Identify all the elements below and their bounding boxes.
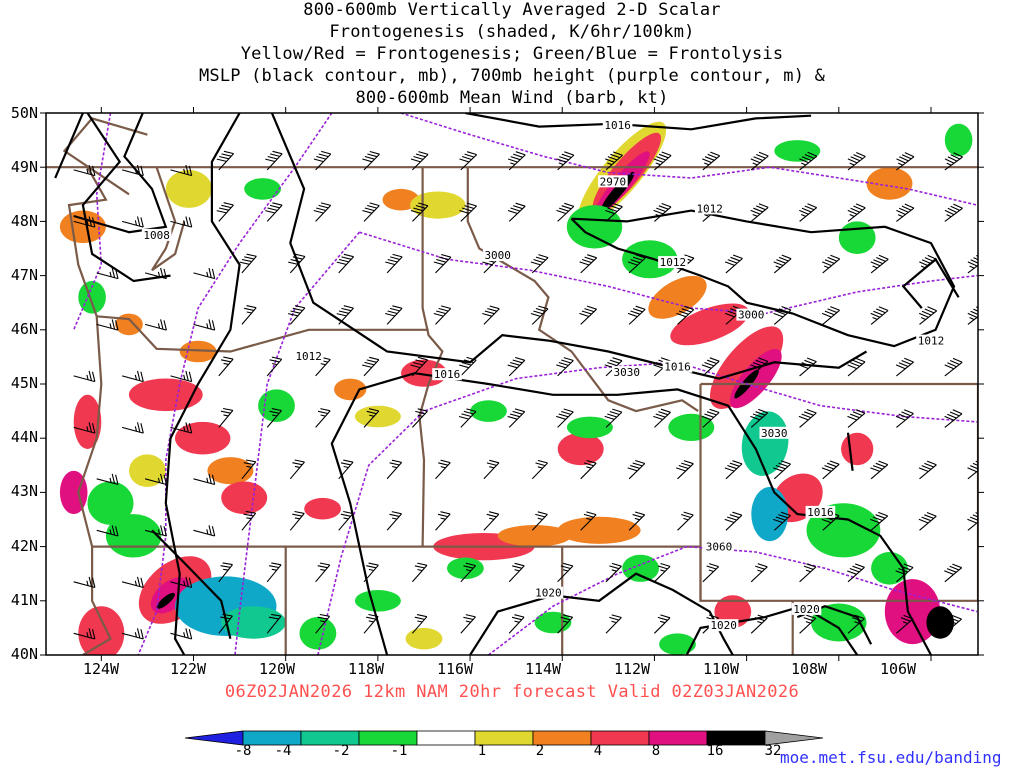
lon-label: 112W <box>613 660 651 678</box>
lon-label: 106W <box>879 660 917 678</box>
svg-text:3060: 3060 <box>706 541 733 554</box>
svg-text:1016: 1016 <box>434 368 461 381</box>
colorbar-label: 8 <box>651 743 661 759</box>
colorbar-label: 2 <box>535 743 545 759</box>
lon-label: 118W <box>347 660 385 678</box>
colorbar-label: -1 <box>390 743 408 759</box>
colorbar-label: -2 <box>332 743 350 759</box>
lon-label: 108W <box>790 660 828 678</box>
title-line-4: MSLP (black contour, mb), 700mb height (… <box>198 66 826 86</box>
title-line-3: Yellow/Red = Frontogenesis; Green/Blue =… <box>240 44 784 64</box>
wind-barbs <box>73 150 978 640</box>
axis-ticks <box>40 107 984 661</box>
title-line-1: 800-600mb Vertically Averaged 2-D Scalar <box>303 0 721 20</box>
colorbar-label: 4 <box>593 743 603 759</box>
lat-label: 50N <box>10 104 38 122</box>
colorbar-label: 1 <box>477 743 487 759</box>
svg-text:3000: 3000 <box>738 309 765 322</box>
colorbar-label: 16 <box>706 743 724 759</box>
lat-label: 45N <box>10 374 38 392</box>
svg-text:1020: 1020 <box>535 587 562 600</box>
colorbar-label: -4 <box>274 743 292 759</box>
lon-label: 124W <box>82 660 120 678</box>
svg-text:1012: 1012 <box>660 256 687 269</box>
svg-text:3030: 3030 <box>761 427 788 440</box>
svg-text:1016: 1016 <box>664 361 691 374</box>
lat-label: 47N <box>10 266 38 284</box>
lon-label: 114W <box>524 660 562 678</box>
svg-text:1020: 1020 <box>710 619 737 632</box>
svg-text:1012: 1012 <box>696 202 723 215</box>
forecast-valid-text: 06Z02JAN2026 12km NAM 20hr forecast Vali… <box>224 682 800 702</box>
svg-text:1008: 1008 <box>143 229 170 242</box>
lon-label: 110W <box>702 660 740 678</box>
frontogenesis-shading <box>59 121 973 655</box>
source-credit-link[interactable]: moe.met.fsu.edu/banding <box>780 748 1002 767</box>
lon-label: 120W <box>258 660 296 678</box>
colorbar-label: -8 <box>234 743 252 759</box>
lat-label: 42N <box>10 537 38 555</box>
lon-label: 116W <box>436 660 474 678</box>
lat-label: 43N <box>10 482 38 500</box>
svg-text:1020: 1020 <box>793 603 820 616</box>
lon-label: 122W <box>169 660 207 678</box>
svg-text:2970: 2970 <box>600 175 627 188</box>
svg-text:3000: 3000 <box>484 249 511 262</box>
lat-label: 46N <box>10 320 38 338</box>
lat-label: 48N <box>10 212 38 230</box>
lat-label: 44N <box>10 428 38 446</box>
lat-label: 49N <box>10 158 38 176</box>
svg-text:1012: 1012 <box>918 335 945 348</box>
contour-labels: 1016 1012 1008 1012 1012 1012 1016 1016 1016 1020… <box>141 119 946 632</box>
state-borders <box>46 117 978 655</box>
title-line-2: Frontogenesis (shaded, K/6hr/100km) <box>329 22 695 42</box>
svg-text:1016: 1016 <box>807 506 834 519</box>
lat-label: 41N <box>10 591 38 609</box>
colorbar-label: 32 <box>764 743 782 759</box>
svg-text:3030: 3030 <box>614 366 641 379</box>
title-line-5: 800-600mb Mean Wind (barb, kt) <box>355 88 669 108</box>
svg-text:1016: 1016 <box>604 119 631 132</box>
lat-label: 40N <box>10 645 38 663</box>
svg-text:1012: 1012 <box>295 350 322 363</box>
colorbar <box>184 730 824 746</box>
